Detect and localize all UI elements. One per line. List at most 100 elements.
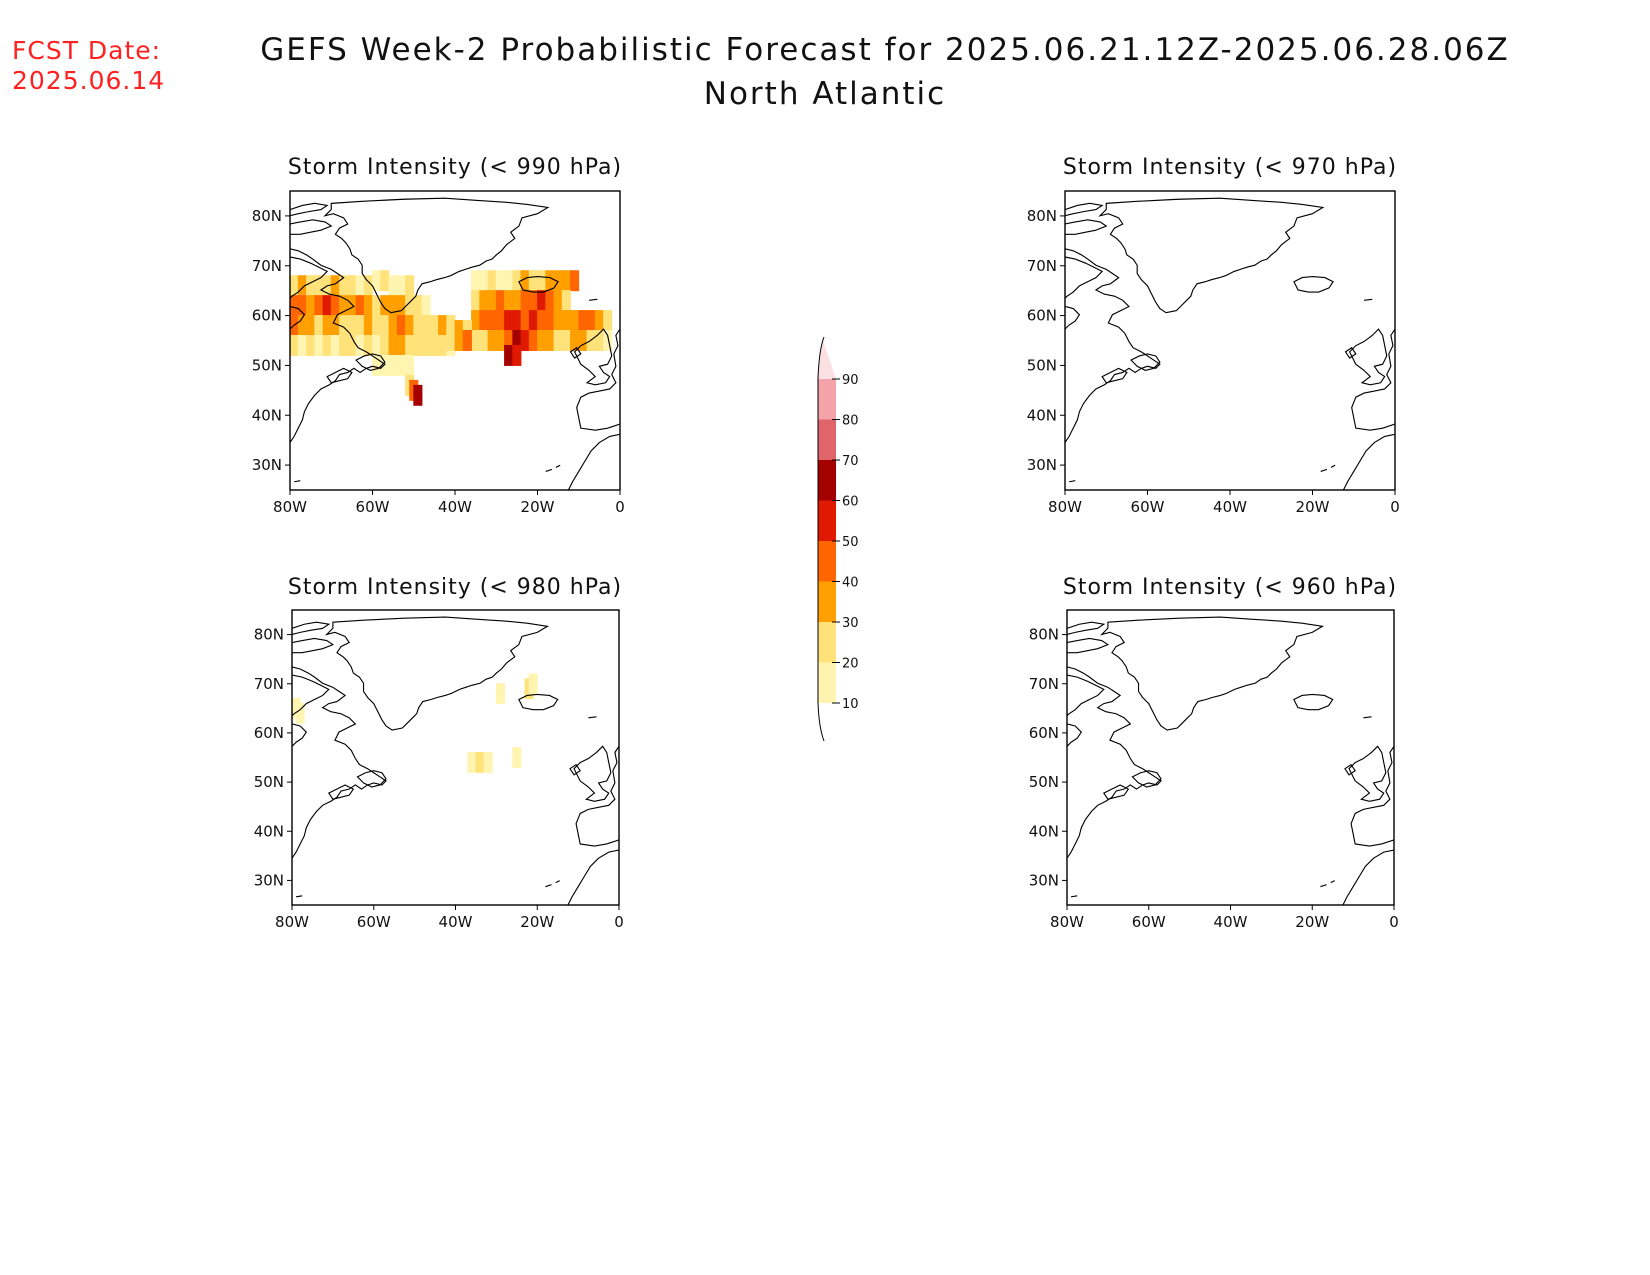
lon-tick-label: 40W <box>1213 498 1247 516</box>
probability-cell <box>396 275 406 297</box>
colorbar-label: 60 <box>842 495 859 510</box>
map-frame <box>1064 190 1396 491</box>
probability-cell <box>380 335 390 356</box>
lon-tick-label: 20W <box>521 498 555 516</box>
panel-title: Storm Intensity (< 980 hPa) <box>288 575 622 600</box>
probability-cell <box>413 295 423 317</box>
probability-cell <box>594 330 604 351</box>
probability-cell <box>388 315 398 337</box>
probability-cell <box>537 330 547 351</box>
map-frame <box>1066 609 1395 906</box>
probability-cell <box>504 344 514 366</box>
probability-cell <box>306 335 316 356</box>
probability-cell <box>314 295 324 317</box>
probability-cell <box>363 335 373 356</box>
probability-cell <box>290 275 299 297</box>
colorbar-segment <box>818 500 836 541</box>
lat-tick-label: 30N <box>1027 456 1057 474</box>
colorbar-top-arrow <box>818 337 836 379</box>
lon-tick-label: 0 <box>615 498 625 516</box>
probability-cell <box>553 290 563 312</box>
probability-cell <box>388 295 398 317</box>
probability-cell <box>487 310 497 332</box>
probability-cell <box>553 310 563 332</box>
main-title: GEFS Week-2 Probabilistic Forecast for 2… <box>260 32 1510 68</box>
probability-cell <box>520 330 530 351</box>
probability-cell <box>586 310 596 332</box>
lat-tick-label: 40N <box>254 822 284 840</box>
lat-tick-label: 30N <box>1029 871 1059 889</box>
probability-cell <box>297 315 307 337</box>
probability-cell <box>471 270 481 292</box>
probability-cell <box>330 275 340 297</box>
probability-cell <box>396 354 406 376</box>
probability-cell <box>306 295 316 317</box>
probability-cell <box>578 330 588 351</box>
probability-cell <box>363 315 373 337</box>
probability-cell <box>512 310 522 332</box>
lon-tick-label: 20W <box>1295 913 1329 931</box>
probability-cell <box>297 295 307 317</box>
probability-cell <box>467 752 477 773</box>
probability-cell <box>570 310 580 332</box>
lat-tick-label: 40N <box>1029 822 1059 840</box>
probability-cell <box>421 335 431 356</box>
probability-cell <box>528 290 538 312</box>
lat-tick-label: 70N <box>254 675 284 693</box>
probability-cell <box>537 290 547 312</box>
probability-cell <box>528 330 538 351</box>
lon-tick-label: 80W <box>275 913 309 931</box>
probability-cell <box>380 354 390 376</box>
probability-cell <box>545 290 555 312</box>
probability-cell <box>380 270 390 292</box>
probability-cell <box>495 290 505 312</box>
probability-cell <box>396 315 406 337</box>
probability-cell <box>545 310 555 332</box>
probability-cell <box>380 295 390 317</box>
probability-cell <box>479 270 489 292</box>
probability-cell <box>553 270 563 292</box>
probability-cell <box>290 335 299 356</box>
lon-tick-label: 0 <box>1389 913 1399 931</box>
probability-cell <box>578 310 588 332</box>
colorbar-segment <box>818 622 836 663</box>
probability-cell <box>504 310 514 332</box>
probability-cell <box>495 330 505 351</box>
probability-cell <box>512 747 522 768</box>
probability-cell <box>339 275 349 297</box>
lat-tick-label: 60N <box>1027 307 1057 325</box>
probability-cell <box>363 295 373 317</box>
probability-cell <box>388 275 398 297</box>
lat-tick-label: 70N <box>252 257 282 275</box>
lon-tick-label: 40W <box>1214 913 1248 931</box>
probability-cell <box>528 270 538 292</box>
lat-tick-label: 40N <box>1027 406 1057 424</box>
lat-tick-label: 30N <box>252 456 282 474</box>
lon-tick-label: 40W <box>438 498 472 516</box>
probability-cell <box>330 315 340 337</box>
lat-tick-label: 80N <box>254 626 284 644</box>
lon-tick-label: 80W <box>1050 913 1084 931</box>
probability-cell <box>475 752 485 773</box>
probability-cell <box>512 344 522 366</box>
probability-cell <box>295 702 305 724</box>
probability-cell <box>355 275 365 297</box>
probability-cell <box>405 354 415 376</box>
probability-cell <box>483 752 493 773</box>
probability-cell <box>290 295 299 317</box>
probability-cell <box>355 315 365 337</box>
probability-cell <box>405 315 415 337</box>
probability-cell <box>322 295 332 317</box>
probability-cell <box>421 295 431 317</box>
probability-cell <box>479 290 489 312</box>
probability-cell <box>388 354 398 376</box>
lat-tick-label: 80N <box>1027 207 1057 225</box>
lat-tick-label: 70N <box>1027 257 1057 275</box>
lon-tick-label: 0 <box>614 913 624 931</box>
probability-cell <box>347 315 357 337</box>
colorbar-label: 90 <box>842 373 859 388</box>
probability-cell <box>537 270 547 292</box>
probability-cell <box>388 335 398 356</box>
coastline <box>1065 197 1395 490</box>
probability-cell <box>314 315 324 337</box>
